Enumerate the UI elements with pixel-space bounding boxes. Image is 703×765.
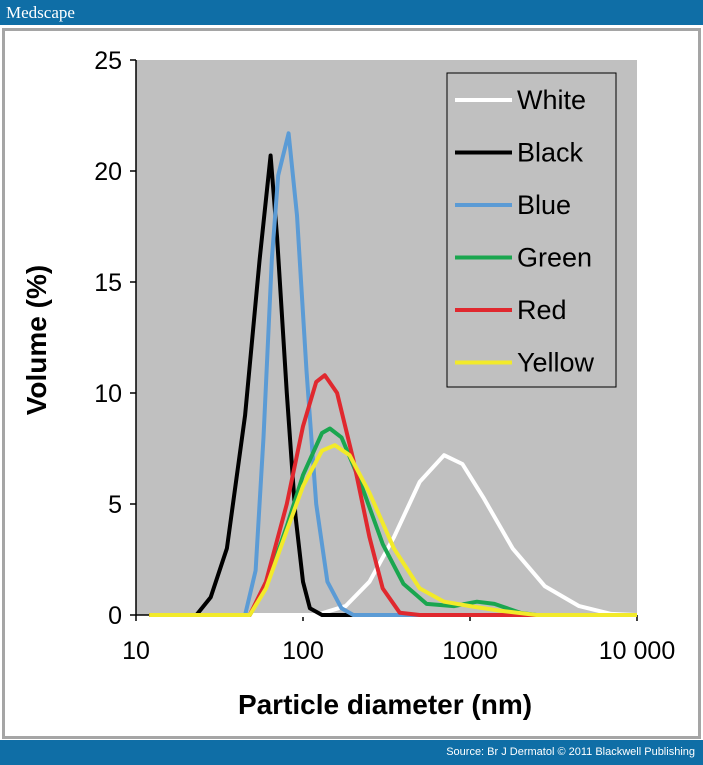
series-line-blue bbox=[149, 131, 637, 617]
x-tick-label: 10 000 bbox=[599, 637, 675, 665]
series-line-red bbox=[149, 373, 637, 617]
legend bbox=[446, 72, 617, 388]
footer-bar: Source: Br J Dermatol © 2011 Blackwell P… bbox=[0, 740, 703, 765]
legend-label: Blue bbox=[517, 190, 571, 220]
y-tick-label: 25 bbox=[94, 47, 122, 75]
y-tick-label: 10 bbox=[94, 380, 122, 408]
series-line-white bbox=[149, 453, 638, 617]
y-tick-label: 20 bbox=[94, 158, 122, 186]
x-tick-label: 10 bbox=[122, 637, 150, 665]
x-tick-label: 1000 bbox=[442, 637, 498, 665]
y-tick-label: 0 bbox=[108, 602, 122, 630]
x-axis-label: Particle diameter (nm) bbox=[238, 689, 532, 720]
y-tick-label: 5 bbox=[108, 491, 122, 519]
brand-logo: Medscape bbox=[6, 3, 75, 22]
y-axis-label: Volume (%) bbox=[21, 265, 52, 415]
series-line-black bbox=[149, 153, 637, 617]
legend-label: Green bbox=[517, 243, 592, 273]
series-line-yellow bbox=[149, 443, 637, 617]
legend-label: Red bbox=[517, 295, 567, 325]
header-bar: Medscape bbox=[0, 0, 703, 25]
source-citation: Source: Br J Dermatol © 2011 Blackwell P… bbox=[446, 746, 695, 758]
legend-label: Black bbox=[517, 138, 584, 168]
x-tick-label: 100 bbox=[282, 637, 324, 665]
legend-label: Yellow bbox=[517, 348, 595, 378]
legend-label: White bbox=[517, 85, 586, 115]
y-tick-label: 15 bbox=[94, 269, 122, 297]
